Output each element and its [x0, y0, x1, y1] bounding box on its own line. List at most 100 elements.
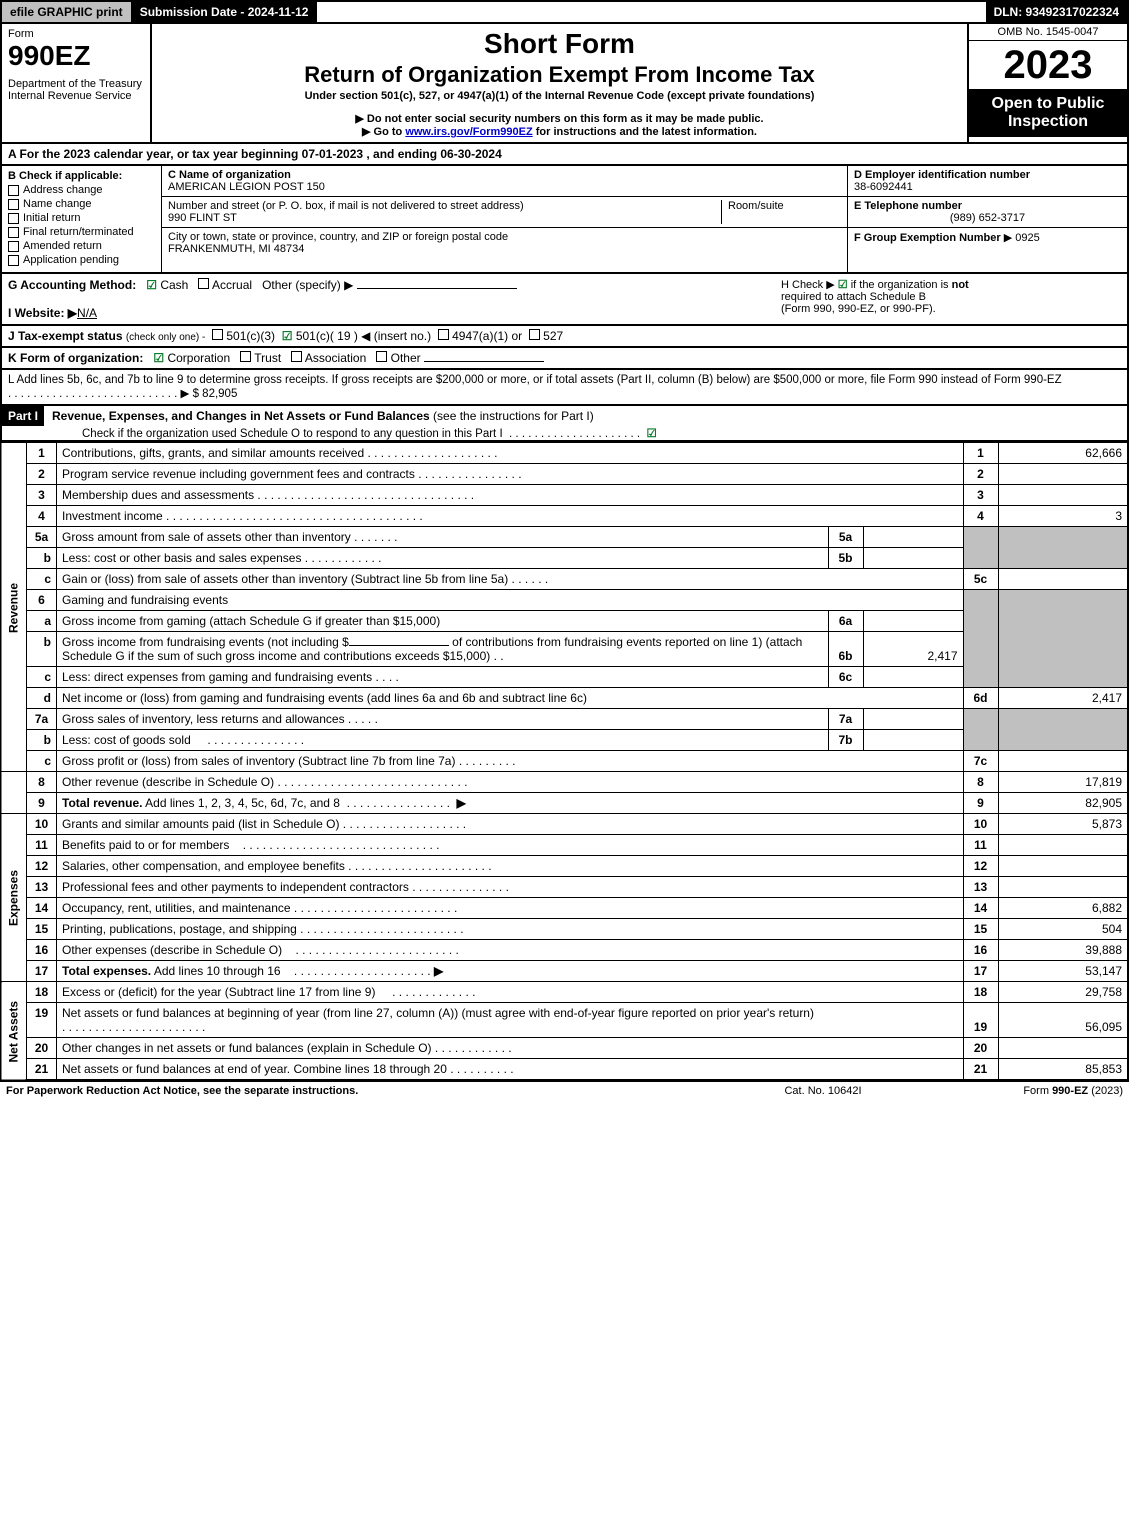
cash-label: Cash — [160, 278, 188, 292]
form-word: Form — [8, 28, 144, 40]
j-501c3: 501(c)(3) — [226, 329, 275, 343]
arrow-icon: ▶ — [434, 964, 443, 978]
b-header: B Check if applicable: — [8, 170, 155, 182]
h-text2: required to attach Schedule B — [781, 291, 926, 303]
line-desc: Contributions, gifts, grants, and simila… — [57, 443, 964, 464]
grey-cell — [998, 590, 1128, 688]
header-right: OMB No. 1545-0047 2023 Open to Public In… — [967, 24, 1127, 142]
grey-cell — [963, 527, 998, 569]
mid-value — [863, 709, 963, 730]
line-rnum: 8 — [963, 772, 998, 793]
checkbox-application-pending[interactable] — [8, 255, 19, 266]
line-num: 18 — [27, 982, 57, 1003]
checkbox-other-org[interactable] — [376, 351, 387, 362]
mid-value: 2,417 — [863, 632, 963, 667]
line-desc: Gain or (loss) from sale of assets other… — [57, 569, 964, 590]
street-label: Number and street (or P. O. box, if mail… — [168, 200, 721, 212]
line-desc: Salaries, other compensation, and employ… — [57, 856, 964, 877]
irs-link[interactable]: www.irs.gov/Form990EZ — [405, 126, 532, 138]
k-other-input[interactable] — [424, 361, 544, 362]
e-label: E Telephone number — [854, 200, 1121, 212]
line-value — [998, 877, 1128, 898]
line-value — [998, 485, 1128, 506]
form-ref: Form 990-EZ (2023) — [923, 1085, 1123, 1097]
mid-num: 6b — [828, 632, 863, 667]
checkbox-4947[interactable] — [438, 329, 449, 340]
part1-suffix: (see the instructions for Part I) — [433, 409, 594, 423]
j-4947: 4947(a)(1) or — [452, 329, 522, 343]
line-num: 3 — [27, 485, 57, 506]
line-num: c — [27, 569, 57, 590]
grey-cell — [998, 527, 1128, 569]
fundraising-amount-input[interactable] — [349, 645, 449, 646]
section-b: B Check if applicable: Address change Na… — [2, 166, 162, 272]
line-rnum: 9 — [963, 793, 998, 814]
mid-value — [863, 548, 963, 569]
line-value: 85,853 — [998, 1059, 1128, 1081]
checkbox-address-change[interactable] — [8, 185, 19, 196]
line-num: 2 — [27, 464, 57, 485]
mid-num: 6a — [828, 611, 863, 632]
submission-date: Submission Date - 2024-11-12 — [132, 2, 318, 22]
irs-label: Internal Revenue Service — [8, 90, 144, 102]
h-text3: (Form 990, 990-EZ, or 990-PF). — [781, 303, 936, 315]
line-num: 20 — [27, 1038, 57, 1059]
line-rnum: 10 — [963, 814, 998, 835]
line-num: b — [27, 632, 57, 667]
lines-table: Revenue 1 Contributions, gifts, grants, … — [0, 442, 1129, 1081]
ssn-warning: ▶ Do not enter social security numbers o… — [160, 112, 959, 125]
line-rnum: 11 — [963, 835, 998, 856]
checkbox-initial-return[interactable] — [8, 213, 19, 224]
line-rnum: 1 — [963, 443, 998, 464]
city-label: City or town, state or province, country… — [168, 231, 841, 243]
l-text: L Add lines 5b, 6c, and 7b to line 9 to … — [8, 374, 1062, 386]
goto-pre: ▶ Go to — [362, 126, 405, 138]
checkbox-name-change[interactable] — [8, 199, 19, 210]
accrual-label: Accrual — [212, 278, 252, 292]
checkbox-trust[interactable] — [240, 351, 251, 362]
subtitle: Under section 501(c), 527, or 4947(a)(1)… — [160, 90, 959, 102]
l-row: L Add lines 5b, 6c, and 7b to line 9 to … — [0, 370, 1129, 406]
checkbox-501c3[interactable] — [212, 329, 223, 340]
org-name: AMERICAN LEGION POST 150 — [168, 181, 841, 193]
line-num: b — [27, 730, 57, 751]
line-desc: Membership dues and assessments . . . . … — [57, 485, 964, 506]
line-num: 16 — [27, 940, 57, 961]
side-expenses: Expenses — [1, 814, 27, 982]
check-icon: ☑ — [646, 428, 656, 440]
line-desc: Gaming and fundraising events — [57, 590, 964, 611]
line-desc: Occupancy, rent, utilities, and maintena… — [57, 898, 964, 919]
page-footer: For Paperwork Reduction Act Notice, see … — [0, 1081, 1129, 1100]
line-desc: Less: cost or other basis and sales expe… — [57, 548, 829, 569]
line-desc: Net assets or fund balances at end of ye… — [57, 1059, 964, 1081]
line-desc: Gross profit or (loss) from sales of inv… — [57, 751, 964, 772]
line-num: a — [27, 611, 57, 632]
efile-print-button[interactable]: efile GRAPHIC print — [2, 2, 132, 22]
paperwork-notice: For Paperwork Reduction Act Notice, see … — [6, 1085, 723, 1097]
line-value: 29,758 — [998, 982, 1128, 1003]
omb-number: OMB No. 1545-0047 — [969, 24, 1127, 41]
short-form-title: Short Form — [160, 28, 959, 60]
line-value — [998, 569, 1128, 590]
line-num: b — [27, 548, 57, 569]
checkbox-assoc[interactable] — [291, 351, 302, 362]
mid-num: 5b — [828, 548, 863, 569]
other-specify-input[interactable] — [357, 288, 517, 289]
checkbox-amended-return[interactable] — [8, 241, 19, 252]
checkbox-accrual[interactable] — [198, 278, 209, 289]
line-desc: Printing, publications, postage, and shi… — [57, 919, 964, 940]
open-public-badge: Open to Public Inspection — [969, 89, 1127, 137]
mid-value — [863, 730, 963, 751]
line-num: 13 — [27, 877, 57, 898]
grey-cell — [998, 709, 1128, 751]
goto-line: ▶ Go to www.irs.gov/Form990EZ for instru… — [160, 125, 959, 138]
line-rnum: 21 — [963, 1059, 998, 1081]
side-blank — [1, 772, 27, 814]
other-specify-label: Other (specify) ▶ — [262, 278, 353, 292]
form-header: Form 990EZ Department of the Treasury In… — [0, 24, 1129, 144]
k-trust: Trust — [254, 351, 281, 365]
checkbox-final-return[interactable] — [8, 227, 19, 238]
address-change-label: Address change — [23, 184, 103, 196]
line-rnum: 12 — [963, 856, 998, 877]
checkbox-527[interactable] — [529, 329, 540, 340]
